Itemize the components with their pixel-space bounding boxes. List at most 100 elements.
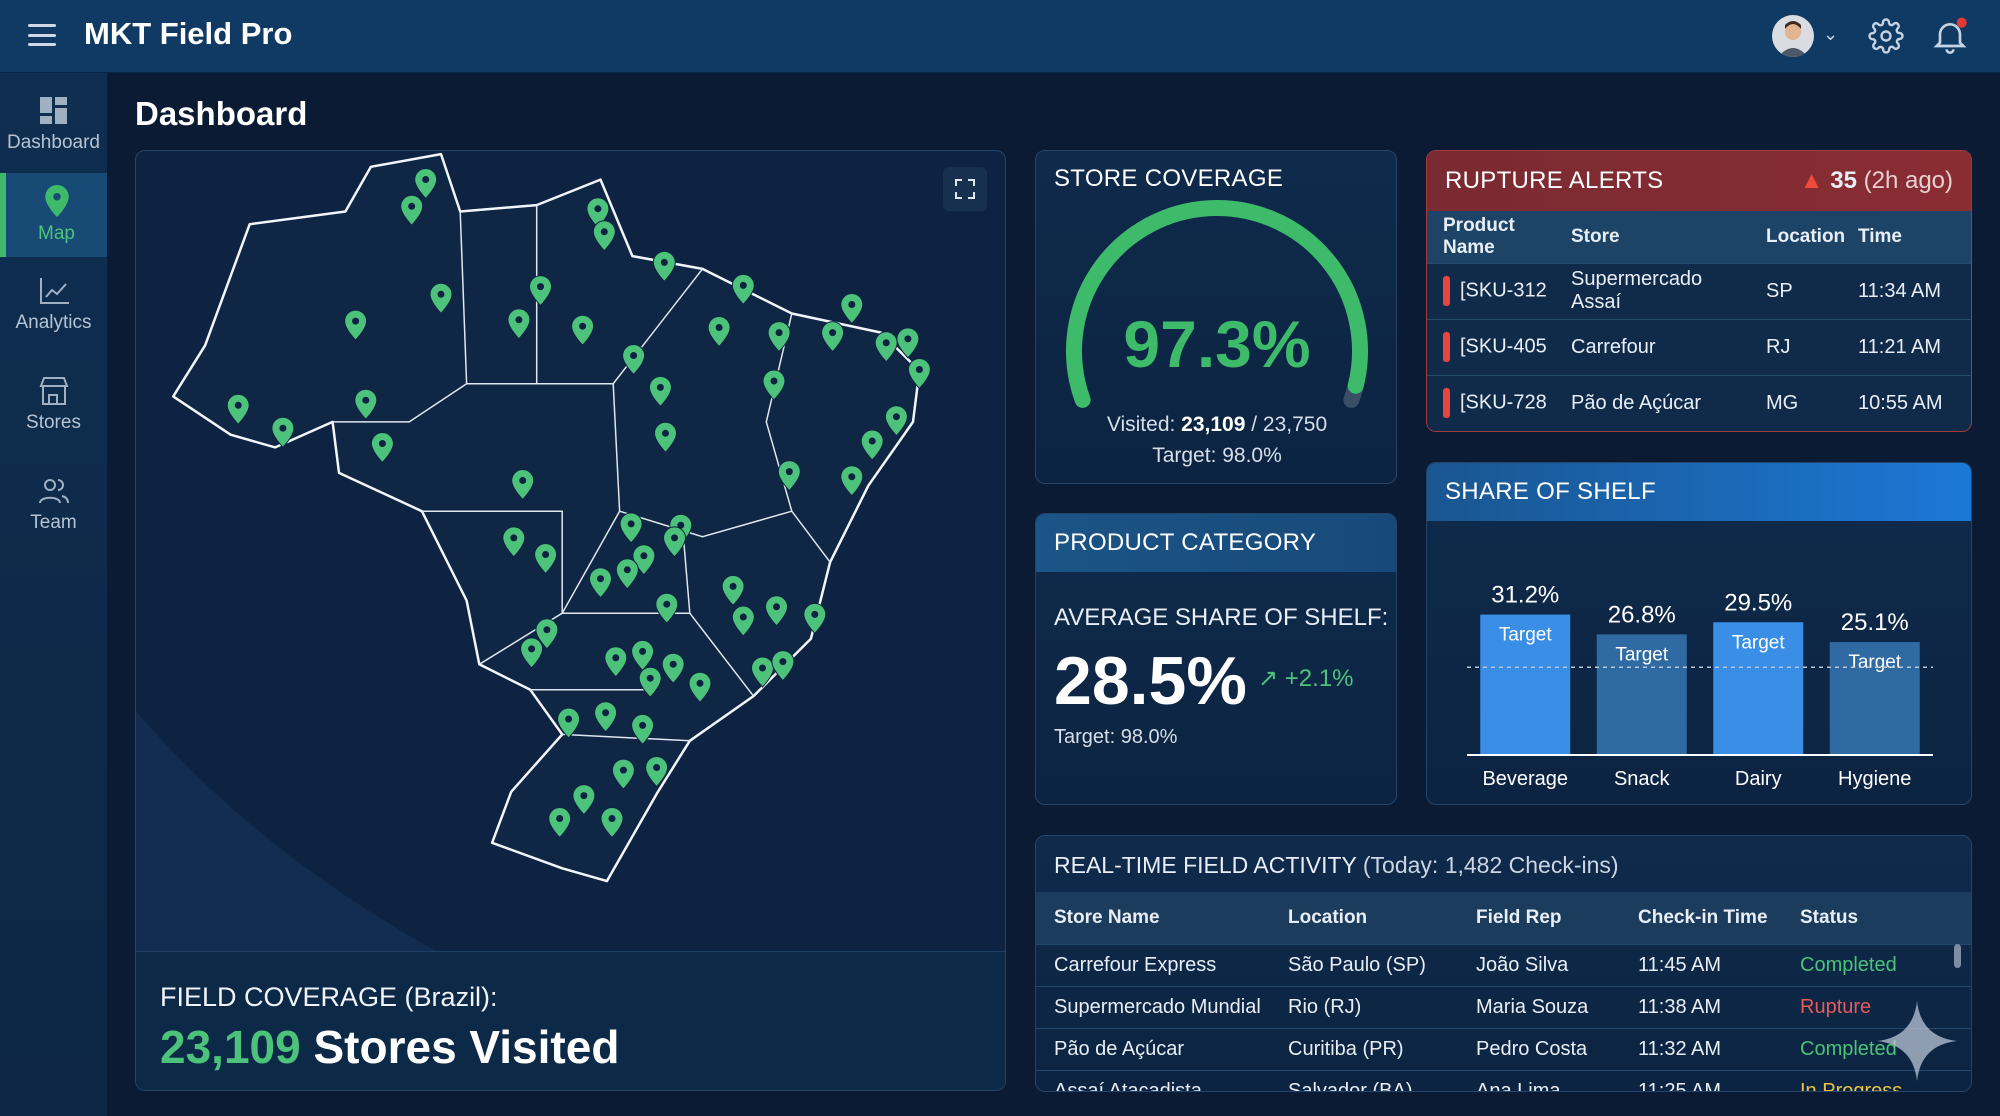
rupture-row[interactable]: [SKU-405 Carrefour RJ 11:21 AM xyxy=(1427,319,1971,375)
store-pin[interactable] xyxy=(884,405,908,437)
store-pin[interactable] xyxy=(907,358,931,390)
sidebar-item-analytics[interactable]: Analytics xyxy=(0,263,107,347)
store-pin[interactable] xyxy=(271,416,295,448)
dashboard-icon xyxy=(39,97,67,124)
store-pin[interactable] xyxy=(414,168,438,200)
store-pin[interactable] xyxy=(370,432,394,464)
store-pin[interactable] xyxy=(821,321,845,353)
sidebar-item-dashboard[interactable]: Dashboard xyxy=(0,83,107,167)
alert-indicator xyxy=(1443,388,1450,419)
activity-row[interactable]: Pão de Açúcar Curitiba (PR) Pedro Costa 11:… xyxy=(1036,1028,1971,1070)
menu-icon[interactable] xyxy=(28,24,56,46)
product-category-title: PRODUCT CATEGORY xyxy=(1054,529,1317,556)
store-pin[interactable] xyxy=(688,671,712,704)
store-pin[interactable] xyxy=(721,574,745,607)
store-pin[interactable] xyxy=(586,197,610,229)
bell-icon[interactable] xyxy=(1930,16,1970,61)
store-pin[interactable] xyxy=(557,707,581,739)
bar-target-label: Target xyxy=(1499,625,1553,646)
sidebar-item-stores[interactable]: Stores xyxy=(0,363,107,447)
store-pin[interactable] xyxy=(750,656,775,688)
store-pin[interactable] xyxy=(534,543,558,575)
store-pin[interactable] xyxy=(619,512,643,544)
brazil-outline xyxy=(171,152,921,883)
store-pin[interactable] xyxy=(655,592,679,624)
store-pin[interactable] xyxy=(777,460,801,492)
sidebar-item-map[interactable]: Map xyxy=(0,173,107,257)
store-pin[interactable] xyxy=(344,309,368,341)
store-pin[interactable] xyxy=(615,558,639,590)
store-pin[interactable] xyxy=(592,220,616,252)
store-pin[interactable] xyxy=(594,701,618,733)
store-pin[interactable] xyxy=(803,602,827,635)
bar-target-label: Target xyxy=(1732,632,1786,653)
rupture-row[interactable]: [SKU-312 Supermercado Assaí SP 11:34 AM xyxy=(1427,263,1971,319)
store-pin[interactable] xyxy=(661,652,685,684)
store-pin[interactable] xyxy=(896,327,920,359)
store-pin[interactable] xyxy=(648,375,672,408)
store-pin[interactable] xyxy=(731,273,755,306)
store-pin[interactable] xyxy=(652,250,676,283)
store-pin[interactable] xyxy=(226,393,250,426)
status-cell: Completed xyxy=(1800,1037,1897,1060)
bar-dairy[interactable] xyxy=(1713,622,1804,755)
store-pin[interactable] xyxy=(762,369,786,401)
sidebar-item-label: Analytics xyxy=(15,312,92,333)
store-pin[interactable] xyxy=(588,567,613,599)
store-pin[interactable] xyxy=(429,282,453,315)
store-pin[interactable] xyxy=(631,639,655,672)
fullscreen-button[interactable] xyxy=(943,167,987,211)
store-pin[interactable] xyxy=(571,314,595,346)
page-title: Dashboard xyxy=(135,95,308,132)
bar-snack[interactable] xyxy=(1596,634,1687,755)
rupture-header: RUPTURE ALERTS ▲ 35 (2h ago) xyxy=(1427,151,1971,211)
store-pin[interactable] xyxy=(548,807,572,839)
bar-hygiene[interactable] xyxy=(1829,642,1920,755)
store-pin[interactable] xyxy=(604,646,628,678)
store-pin[interactable] xyxy=(707,316,731,348)
store-pin[interactable] xyxy=(840,293,864,325)
store-pin[interactable] xyxy=(731,605,755,637)
activity-row[interactable]: Carrefour Express São Paulo (SP) João Silv… xyxy=(1036,944,1971,986)
activity-row[interactable]: Supermercado Mundial Rio (RJ) Maria Souza 1… xyxy=(1036,986,1971,1028)
bar-beverage[interactable] xyxy=(1480,614,1571,755)
store-pin[interactable] xyxy=(507,308,531,340)
store-pin[interactable] xyxy=(354,388,378,420)
store-pin[interactable] xyxy=(662,526,687,558)
store-pin[interactable] xyxy=(520,637,544,669)
store-pin[interactable] xyxy=(653,421,678,454)
field-activity-title: REAL-TIME FIELD ACTIVITY xyxy=(1054,852,1357,878)
store-pin[interactable] xyxy=(600,807,624,839)
store-pin[interactable] xyxy=(767,321,791,353)
store-pin[interactable] xyxy=(631,713,655,746)
store-pin[interactable] xyxy=(645,756,669,788)
store-pin[interactable] xyxy=(528,275,553,307)
store-pin[interactable] xyxy=(764,595,789,627)
store-pin[interactable] xyxy=(874,331,898,363)
store-pin[interactable] xyxy=(400,194,424,227)
coverage-gauge xyxy=(1066,200,1368,408)
store-pin[interactable] xyxy=(572,784,596,816)
sidebar-item-label: Stores xyxy=(26,412,81,433)
rupture-row[interactable]: [SKU-728 Pão de Açúcar MG 10:55 AM xyxy=(1427,375,1971,431)
store-pin[interactable] xyxy=(638,666,662,698)
avatar[interactable] xyxy=(1772,15,1814,57)
store-pin[interactable] xyxy=(611,758,635,790)
store-pin[interactable] xyxy=(860,429,884,461)
activity-row[interactable]: Assaí Atacadista Salvador (BA) Ana Lima 11:… xyxy=(1036,1070,1971,1091)
store-pin[interactable] xyxy=(622,344,646,376)
store-pin[interactable] xyxy=(502,526,526,558)
store-pin[interactable] xyxy=(840,465,864,497)
gear-icon[interactable] xyxy=(1868,18,1904,59)
map-panel[interactable]: FIELD COVERAGE (Brazil): 23,109 Stores V… xyxy=(135,150,1006,1091)
store-pin[interactable] xyxy=(771,650,795,682)
sidebar-item-team[interactable]: Team xyxy=(0,463,107,547)
store-name-cell: Carrefour Express xyxy=(1054,953,1217,976)
store-pin[interactable] xyxy=(535,618,559,650)
scrollbar[interactable] xyxy=(1954,944,1961,968)
sidebar-item-label: Dashboard xyxy=(7,132,100,153)
chevron-down-icon[interactable]: ⌄ xyxy=(1823,24,1839,44)
store-coverage-card: STORE COVERAGE 97.3% Visited: 23,109 / 2… xyxy=(1035,150,1397,484)
brazil-map[interactable] xyxy=(136,151,1006,951)
store-pin[interactable] xyxy=(511,469,535,501)
